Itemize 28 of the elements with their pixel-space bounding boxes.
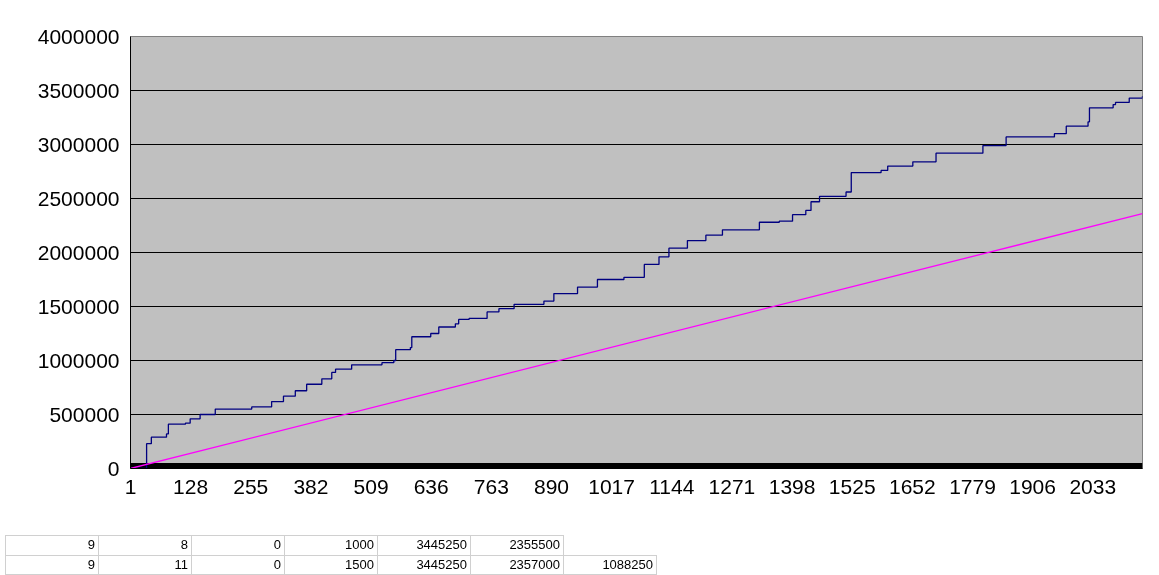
y-tick-label: 1000000: [37, 348, 120, 372]
x-tick-label: 763: [473, 474, 509, 498]
y-tick-label: 500000: [49, 402, 120, 426]
x-tick-label: 1779: [949, 474, 996, 498]
x-tick-label: 1271: [708, 474, 756, 498]
y-tick-label: 2500000: [37, 186, 120, 210]
text: 9 8 0 1000 3445250 2355500: [87, 537, 560, 552]
y-tick-label: 2000000: [37, 240, 120, 264]
x-tick-label: 1525: [828, 474, 876, 498]
x-tick-label: 509: [353, 474, 389, 498]
x-tick-label: 1652: [888, 474, 936, 498]
x-tick-label: 1906: [1009, 474, 1056, 498]
x-tick-label: 255: [233, 474, 269, 498]
y-tick-label: 1500000: [37, 294, 120, 318]
y-tick-label: 0: [107, 456, 120, 480]
x-tick-label: 636: [413, 474, 449, 498]
x-tick-label: 1: [124, 474, 137, 498]
x-tick-label: 1398: [768, 474, 816, 498]
text: 9 11 0 1500 3445250 2357000 1088250: [87, 556, 653, 572]
x-tick-label: 1144: [649, 474, 695, 498]
x-tick-label: 1017: [588, 474, 635, 498]
y-tick-label: 3500000: [37, 78, 120, 102]
x-tick-label: 890: [533, 474, 570, 498]
y-tick-label: 3000000: [37, 132, 120, 156]
x-tick-label: 382: [293, 474, 329, 498]
x-tick-label: 2033: [1069, 474, 1117, 498]
x-tick-label: 128: [173, 474, 209, 498]
y-tick-label: 4000000: [37, 24, 120, 48]
